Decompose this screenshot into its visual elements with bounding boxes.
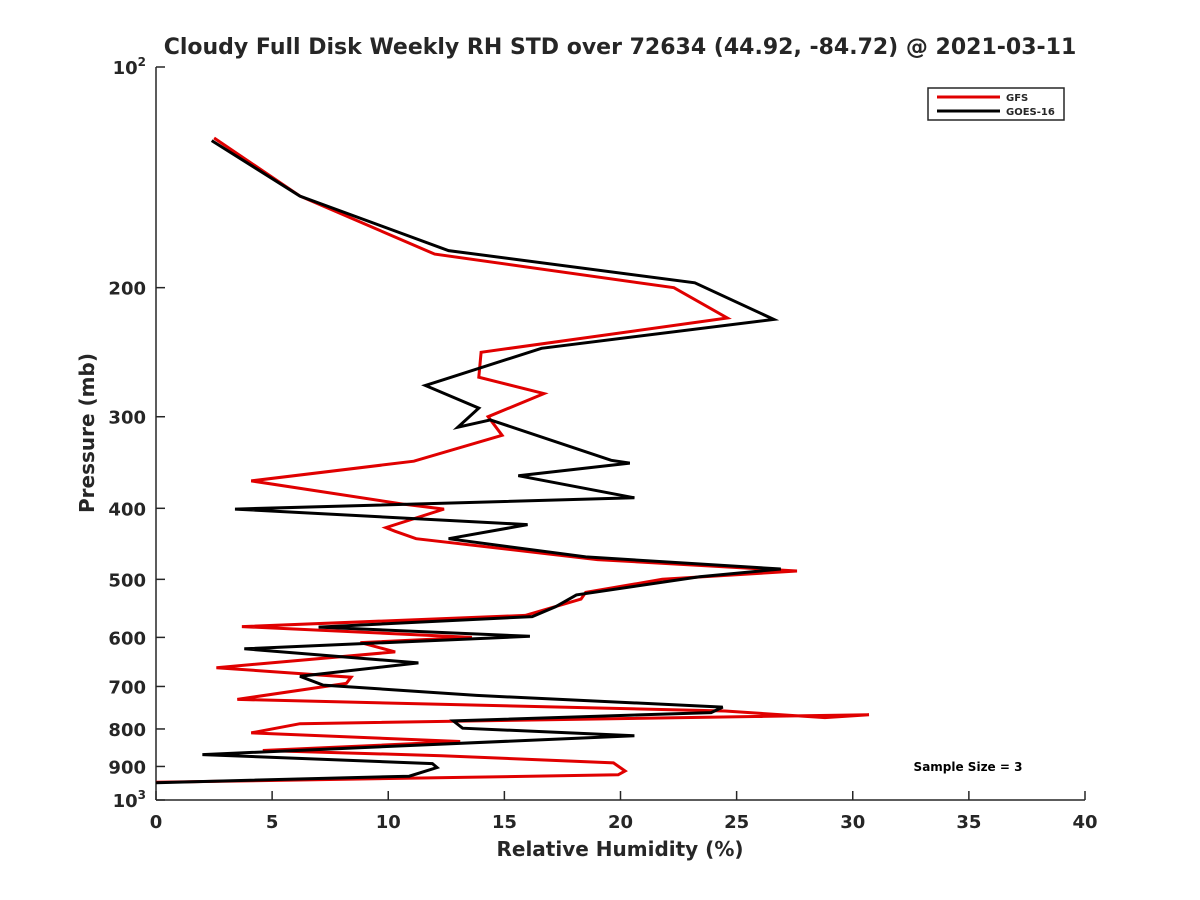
y-tick-label: 300: [108, 408, 146, 429]
x-tick-label: 0: [150, 812, 163, 833]
axes: 0 5 10 15 20 25 30 35 40 102 200 300 400 500 600 700 800…: [108, 55, 1097, 833]
x-tick-label: 35: [956, 812, 981, 833]
y-tick-label: 600: [108, 628, 146, 649]
legend-label: GOES-16: [1006, 107, 1055, 118]
legend-label: GFS: [1006, 93, 1028, 104]
sample-size-annotation: Sample Size = 3: [914, 760, 1023, 774]
x-tick-label: 30: [840, 812, 865, 833]
y-tick-label: 103: [113, 788, 146, 812]
x-tick-label: 25: [724, 812, 749, 833]
series-line-goes-16: [155, 139, 781, 785]
x-tick-label: 20: [608, 812, 633, 833]
y-tick-label: 800: [108, 720, 146, 741]
y-tick-label: 102: [113, 55, 146, 79]
y-axis-label: Pressure (mb): [75, 353, 99, 513]
y-tick-label: 500: [108, 570, 146, 591]
legend-box: [927, 87, 1065, 121]
x-tick-label: 10: [376, 812, 401, 833]
series-line-gfs: [155, 136, 870, 784]
x-tick-label: 15: [492, 812, 517, 833]
x-tick-label: 5: [266, 812, 279, 833]
y-tick-label: 900: [108, 757, 146, 778]
y-tick-label: 200: [108, 279, 146, 300]
y-tick-label: 700: [108, 677, 146, 698]
series-layer: [155, 136, 870, 785]
chart-title: Cloudy Full Disk Weekly RH STD over 7263…: [164, 35, 1077, 60]
x-tick-label: 40: [1072, 812, 1097, 833]
legend: GFS GOES-16: [927, 87, 1065, 121]
x-axis-label: Relative Humidity (%): [496, 837, 743, 861]
y-tick-label: 400: [108, 499, 146, 520]
